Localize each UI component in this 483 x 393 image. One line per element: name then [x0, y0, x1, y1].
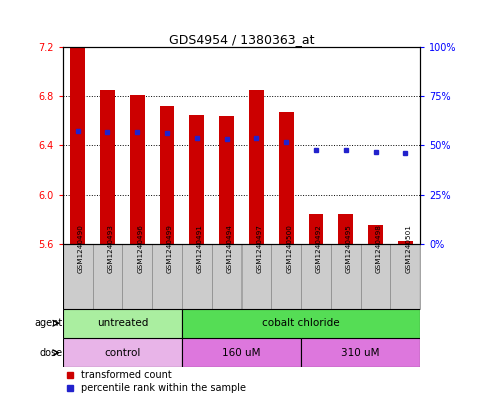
- Bar: [152, 244, 182, 309]
- Text: GSM1240494: GSM1240494: [227, 224, 233, 273]
- Bar: [398, 241, 413, 244]
- Bar: [182, 338, 301, 367]
- Text: GSM1240497: GSM1240497: [256, 224, 262, 273]
- Bar: [63, 309, 182, 338]
- Text: GSM1240496: GSM1240496: [137, 224, 143, 273]
- Text: GSM1240499: GSM1240499: [167, 224, 173, 273]
- Bar: [309, 214, 324, 244]
- Text: GSM1240500: GSM1240500: [286, 224, 292, 273]
- Text: cobalt chloride: cobalt chloride: [262, 318, 340, 328]
- Bar: [271, 244, 301, 309]
- Text: GSM1240492: GSM1240492: [316, 224, 322, 273]
- Text: GSM1240493: GSM1240493: [108, 224, 114, 273]
- Text: GSM1240490: GSM1240490: [78, 224, 84, 273]
- Bar: [70, 47, 85, 244]
- Text: 160 uM: 160 uM: [222, 348, 261, 358]
- Bar: [93, 244, 122, 309]
- Bar: [130, 95, 145, 244]
- Text: transformed count: transformed count: [81, 370, 171, 380]
- Bar: [368, 225, 383, 244]
- Text: GSM1240501: GSM1240501: [405, 224, 412, 273]
- Bar: [63, 338, 182, 367]
- Bar: [159, 106, 174, 244]
- Text: 310 uM: 310 uM: [341, 348, 380, 358]
- Bar: [182, 244, 212, 309]
- Bar: [182, 309, 420, 338]
- Bar: [242, 244, 271, 309]
- Text: agent: agent: [35, 318, 63, 328]
- Text: GSM1240495: GSM1240495: [346, 224, 352, 273]
- Bar: [279, 112, 294, 244]
- Text: control: control: [104, 348, 141, 358]
- Bar: [122, 244, 152, 309]
- Text: dose: dose: [40, 348, 63, 358]
- Bar: [361, 244, 390, 309]
- Text: GSM1240498: GSM1240498: [376, 224, 382, 273]
- Bar: [249, 90, 264, 244]
- Bar: [331, 244, 361, 309]
- Text: percentile rank within the sample: percentile rank within the sample: [81, 383, 246, 393]
- Bar: [63, 244, 93, 309]
- Bar: [301, 244, 331, 309]
- Bar: [219, 116, 234, 244]
- Title: GDS4954 / 1380363_at: GDS4954 / 1380363_at: [169, 33, 314, 46]
- Bar: [100, 90, 115, 244]
- Bar: [390, 244, 420, 309]
- Bar: [338, 214, 353, 244]
- Bar: [301, 338, 420, 367]
- Text: untreated: untreated: [97, 318, 148, 328]
- Text: GSM1240491: GSM1240491: [197, 224, 203, 273]
- Bar: [212, 244, 242, 309]
- Bar: [189, 115, 204, 244]
